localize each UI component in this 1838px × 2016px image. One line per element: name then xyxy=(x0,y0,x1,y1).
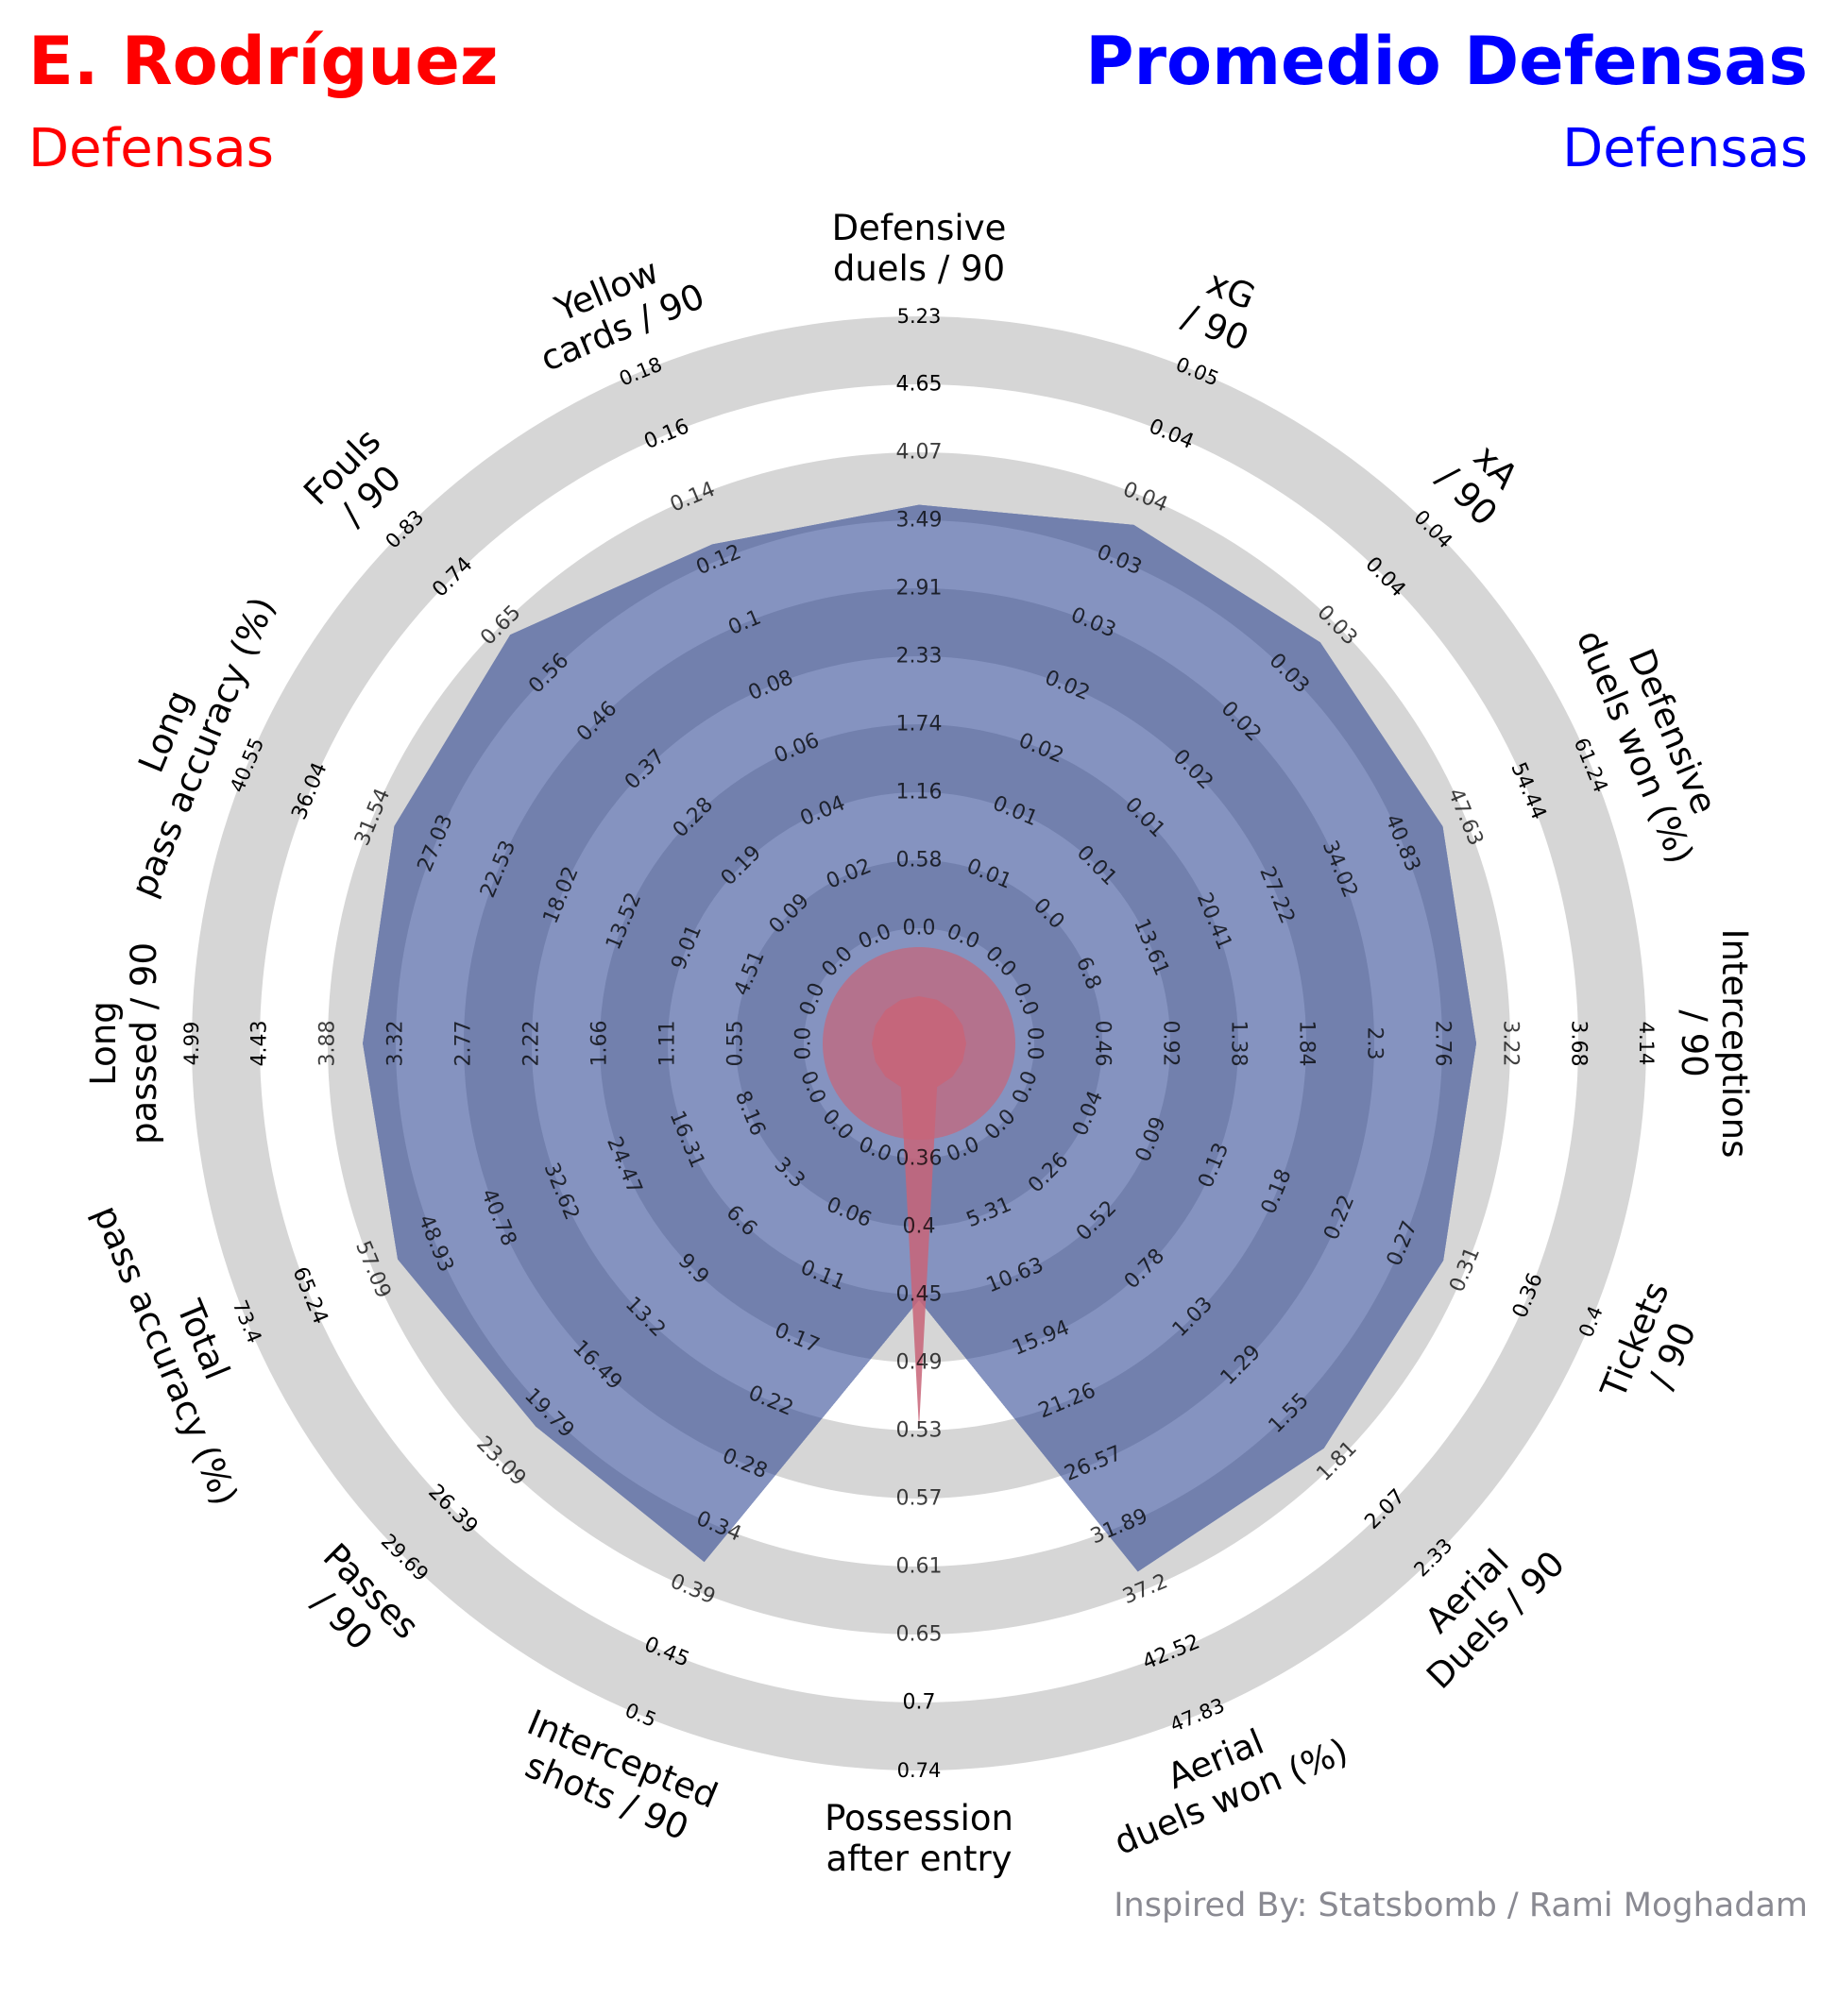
param-label-line: passed / 90 xyxy=(124,942,164,1144)
tick-label: 0.65 xyxy=(896,1623,943,1647)
tick-label: 1.16 xyxy=(896,781,943,805)
tick-label: 5.23 xyxy=(897,305,942,328)
param-label-line: Long xyxy=(83,1001,124,1086)
tick-label: 0.49 xyxy=(896,1351,943,1375)
tick-label: 3.22 xyxy=(1499,1021,1523,1067)
tick-label: 0.57 xyxy=(896,1487,943,1511)
tick-label: 0.58 xyxy=(896,849,943,872)
tick-label: 4.07 xyxy=(896,441,943,465)
tick-label: 4.43 xyxy=(248,1021,272,1067)
tick-label: 3.68 xyxy=(1567,1021,1591,1067)
param-label-line: Defensive xyxy=(832,208,1007,248)
param-label-line: after entry xyxy=(825,1838,1012,1879)
param-label: xA/ 90 xyxy=(1429,437,1526,534)
param-label-line: / 90 xyxy=(1674,1009,1714,1076)
tick-label: 1.66 xyxy=(588,1021,612,1067)
tick-label: 0.74 xyxy=(897,1759,942,1782)
param-label: Interceptions/ 90 xyxy=(1674,929,1755,1159)
radar-series xyxy=(363,504,1477,1572)
tick-label: 1.84 xyxy=(1295,1021,1319,1067)
tick-label: 0.4 xyxy=(903,1215,936,1239)
series-player-area xyxy=(872,996,966,1430)
player-name-title: E. Rodríguez xyxy=(28,23,499,100)
tick-label: 3.32 xyxy=(384,1021,408,1067)
series-player-core xyxy=(823,947,1015,1140)
param-label: Long passed / 90 xyxy=(83,942,164,1144)
tick-label: 2.22 xyxy=(520,1021,544,1067)
tick-label: 0.7 xyxy=(903,1691,936,1715)
param-label-line: duels / 90 xyxy=(833,248,1005,289)
tick-label: 4.14 xyxy=(1635,1022,1658,1066)
tick-label: 3.88 xyxy=(316,1021,340,1067)
tick-label: 0.0 xyxy=(903,917,936,940)
param-label: xG/ 90 xyxy=(1177,263,1261,360)
comparison-position-subtitle: Defensas xyxy=(1562,118,1808,179)
tick-label: 0.45 xyxy=(896,1283,943,1307)
player-position-subtitle: Defensas xyxy=(28,118,274,179)
tick-label: 0.46 xyxy=(1091,1021,1115,1067)
tick-label: 4.99 xyxy=(180,1022,203,1066)
tick-label: 1.74 xyxy=(896,713,943,737)
comparison-title: Promedio Defensas xyxy=(1085,23,1808,100)
tick-label: 0.36 xyxy=(896,1147,943,1171)
tick-label: 2.3 xyxy=(1363,1027,1387,1060)
tick-label: 4.65 xyxy=(896,373,943,397)
tick-label: 1.38 xyxy=(1227,1021,1251,1067)
credit-text: Inspired By: Statsbomb / Rami Moghadam xyxy=(1114,1887,1808,1924)
tick-label: 3.49 xyxy=(896,509,943,533)
param-label: Tickets/ 90 xyxy=(1592,1276,1704,1404)
tick-label: 0.55 xyxy=(724,1021,748,1067)
tick-label: 2.76 xyxy=(1431,1021,1455,1067)
tick-label: 0.61 xyxy=(896,1555,943,1579)
tick-label: 1.11 xyxy=(656,1021,680,1067)
param-label-line: Possession xyxy=(825,1798,1013,1838)
tick-label: 2.91 xyxy=(896,577,943,601)
tick-label: 2.77 xyxy=(452,1021,476,1067)
tick-label: 0.0 xyxy=(792,1027,816,1060)
tick-label: 2.33 xyxy=(896,645,943,669)
tick-label: 0.92 xyxy=(1159,1021,1183,1067)
tick-label: 0.53 xyxy=(896,1419,943,1443)
param-label-line: Interceptions xyxy=(1714,929,1755,1159)
tick-label: 0.0 xyxy=(1023,1027,1047,1060)
